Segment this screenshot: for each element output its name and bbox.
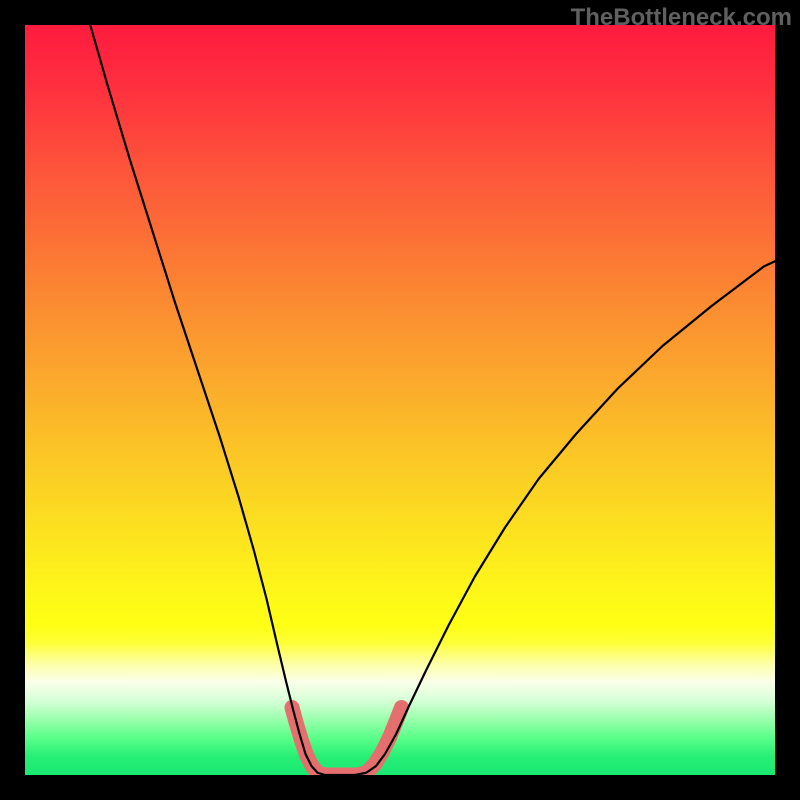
- gradient-background: [25, 25, 775, 775]
- chart-plot-area: [25, 25, 775, 775]
- bottleneck-chart: [25, 25, 775, 775]
